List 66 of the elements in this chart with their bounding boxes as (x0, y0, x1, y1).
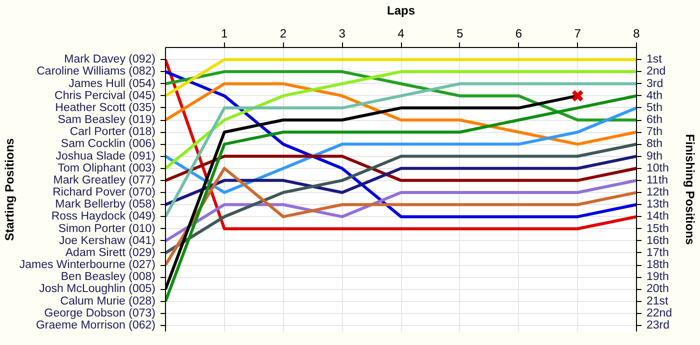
category-label: Joe Kershaw (041) (58, 234, 156, 247)
y2-tick-label: 13th (646, 198, 669, 211)
category-label: James Winterbourne (027) (19, 259, 156, 272)
text: Starting Positions (2, 138, 16, 241)
category-label: Mark Bellerby (058) (55, 198, 156, 211)
y2-tick-label: 9th (646, 150, 662, 162)
y2-axis-title: Finishing Positions (683, 134, 698, 246)
category-label: Mark Davey (092) (64, 54, 156, 66)
y2-tick-label: 19th (646, 271, 669, 284)
line-series (166, 106, 636, 194)
category-label: Graeme Morrison (062) (36, 319, 156, 332)
x-tick-label: 3 (338, 26, 346, 40)
line-series (166, 70, 636, 170)
y2-tick-label: 20th (646, 283, 669, 296)
y2-tick-label: 2nd (646, 66, 666, 78)
x-tick-label: 2 (280, 26, 287, 40)
line-series (166, 154, 636, 206)
category-label: George Dobson (073) (44, 307, 156, 320)
x-tick-label: 5 (456, 26, 464, 40)
line-series (166, 94, 636, 303)
category-label: Mark Greatley (077) (53, 174, 156, 186)
y2-tick-label: 4th (646, 90, 662, 102)
y2-tick-label: 1st (646, 54, 663, 66)
category-label: Adam Sirett (029) (65, 246, 156, 259)
category-label: Sam Cocklin (006) (60, 138, 156, 150)
y2-tick-label: 15th (646, 222, 669, 235)
category-label: Calum Murie (028) (60, 295, 156, 308)
y2-tick-label: 3rd (646, 78, 664, 90)
category-label: Carl Porter (018) (70, 126, 156, 138)
x-tick-label: 1 (221, 26, 228, 40)
line-series (166, 70, 636, 122)
category-label: James Hull (054) (68, 78, 156, 90)
category-label: Tom Oliphant (003) (58, 162, 156, 174)
category-label: Richard Pover (070) (52, 186, 156, 199)
line-series (166, 166, 636, 267)
category-label: Simon Porter (010) (58, 222, 156, 235)
y2-tick-label: 5th (646, 102, 662, 114)
y2-tick-label: 17th (646, 246, 669, 259)
category-label: Heather Scott (035) (55, 102, 156, 114)
y2-tick-label: 12th (646, 186, 669, 199)
line-series (166, 82, 636, 146)
x-axis-title: Laps (386, 4, 416, 18)
y2-tick-label: 16th (646, 234, 669, 247)
category-label: Chris Percival (045) (54, 90, 156, 102)
category-label: Ross Haydock (049) (51, 210, 156, 223)
y2-tick-label: 21st (646, 295, 670, 308)
category-label: Caroline Williams (082) (36, 66, 156, 78)
y2-tick-label: 6th (646, 114, 662, 126)
y2-tick-label: 11th (646, 174, 668, 186)
category-label: Josh McLoughlin (005) (39, 283, 156, 296)
x-tick-label: 6 (515, 26, 522, 40)
y2-tick-label: 22nd (646, 307, 672, 320)
y2-tick-label: 7th (646, 126, 662, 138)
line-series (166, 178, 636, 242)
y2-tick-label: 8th (646, 138, 662, 150)
category-label: Joshua Slade (091) (56, 150, 156, 162)
y2-tick-label: 14th (646, 210, 669, 223)
category-label: Sam Beasley (019) (58, 114, 156, 126)
y2-tick-label: 10th (646, 162, 669, 174)
category-label: Ben Beasley (008) (60, 271, 156, 284)
x-tick-label: 7 (574, 26, 582, 40)
line-series (166, 142, 636, 254)
y2-tick-label: 18th (646, 259, 669, 272)
x-tick-label: 8 (633, 26, 640, 40)
x-tick-label: 4 (398, 26, 405, 40)
y2-tick-label: 23rd (646, 319, 670, 332)
